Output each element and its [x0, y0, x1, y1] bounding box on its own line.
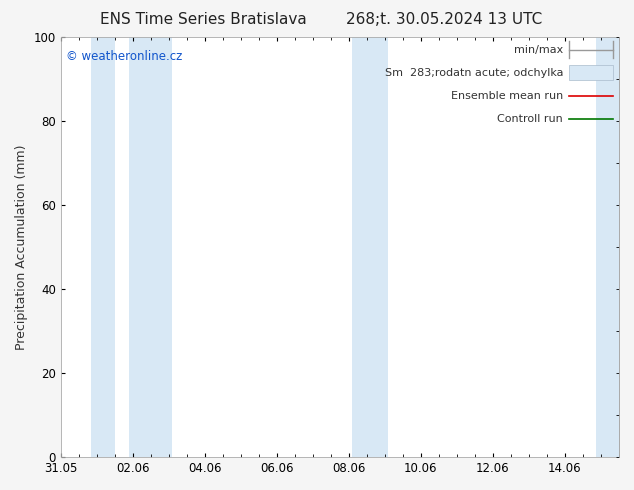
Text: min/max: min/max — [514, 45, 563, 55]
Text: Ensemble mean run: Ensemble mean run — [451, 91, 563, 101]
Bar — [91, 37, 115, 457]
Y-axis label: Precipitation Accumulation (mm): Precipitation Accumulation (mm) — [15, 145, 28, 350]
Bar — [353, 37, 389, 457]
Bar — [129, 37, 172, 457]
Bar — [595, 37, 619, 457]
Text: © weatheronline.cz: © weatheronline.cz — [66, 50, 183, 63]
FancyBboxPatch shape — [569, 65, 614, 80]
Text: ENS Time Series Bratislava: ENS Time Series Bratislava — [100, 12, 306, 27]
Text: Sm  283;rodatn acute; odchylka: Sm 283;rodatn acute; odchylka — [385, 68, 563, 78]
Text: 268;t. 30.05.2024 13 UTC: 268;t. 30.05.2024 13 UTC — [346, 12, 542, 27]
Text: Controll run: Controll run — [498, 114, 563, 124]
